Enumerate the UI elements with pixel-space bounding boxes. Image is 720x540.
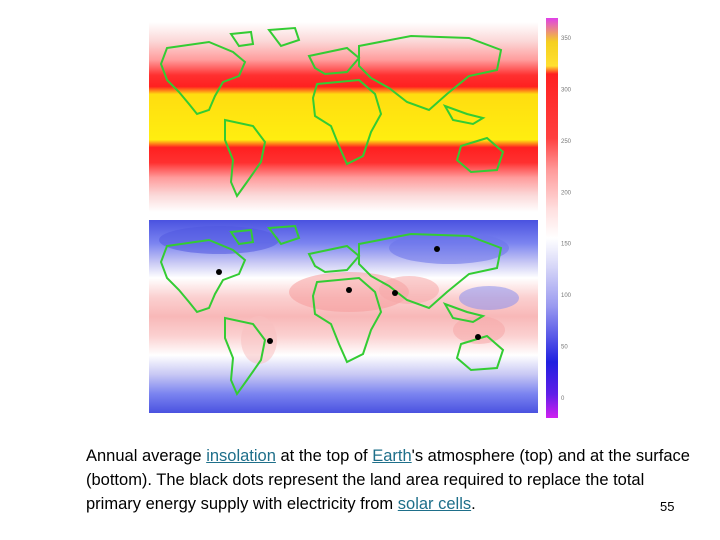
earth-link[interactable]: Earth (372, 447, 412, 465)
colorbar-gradient (546, 18, 558, 418)
colorbar: 350 300 250 200 150 100 50 0 (546, 18, 572, 418)
land-outlines (159, 224, 505, 397)
insolation-link[interactable]: insolation (206, 447, 276, 465)
surface-map (149, 220, 538, 413)
insolation-figure: 350 300 250 200 150 100 50 0 (149, 18, 572, 418)
colorbar-tick-label: 50 (561, 345, 568, 351)
caption-text: 's atmosphere (top) and at the surface (… (86, 447, 690, 513)
solar-area-dots (216, 246, 481, 344)
dot-south-america (267, 338, 273, 344)
colorbar-tick-label: 300 (561, 87, 572, 93)
dot-middle-east (392, 290, 398, 296)
top-of-atmosphere-map (149, 22, 538, 212)
dot-north-america (216, 269, 222, 275)
colorbar-tick-label: 200 (561, 190, 572, 196)
colorbar-tick-label: 100 (561, 293, 572, 299)
caption-text: at the top of (275, 447, 373, 465)
caption-text: . (471, 495, 476, 513)
dot-asia (434, 246, 440, 252)
land-outlines (159, 26, 505, 199)
figure-caption: Annual average insolation at the top of … (86, 444, 696, 516)
colorbar-tick-label: 0 (561, 396, 565, 402)
dot-australia (475, 334, 481, 340)
colorbar-tick-label: 150 (561, 242, 572, 248)
dot-north-africa (346, 287, 352, 293)
colorbar-tick-label: 250 (561, 139, 572, 145)
slide-number: 55 (660, 499, 675, 514)
caption-text: Annual average (86, 447, 207, 465)
colorbar-tick-label: 350 (561, 36, 572, 42)
solar-cells-link[interactable]: solar cells (397, 495, 472, 513)
